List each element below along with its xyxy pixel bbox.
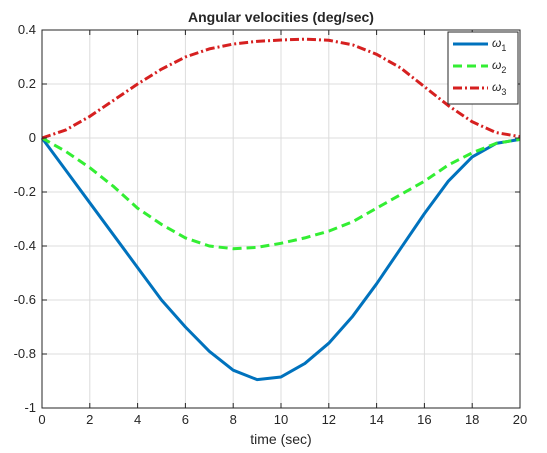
y-tick-label: -0.6	[14, 292, 36, 307]
y-tick-label: -0.4	[14, 238, 36, 253]
legend-label-subscript: 1	[501, 43, 506, 53]
y-tick-label: -1	[24, 400, 36, 415]
x-axis-label: time (sec)	[250, 431, 311, 447]
ticks-layer: 0 2 4 6 8 10 12 14 16 18 20-1-0.8-0.6-0.4-0.200.20…	[14, 22, 528, 427]
x-tick-label: 2	[86, 412, 93, 427]
y-tick-label: -0.2	[14, 184, 36, 199]
series-line-1	[40, 137, 521, 382]
series-line-3	[41, 37, 521, 140]
x-tick-label: 0	[38, 412, 45, 427]
legend-label-symbol: ω	[492, 58, 501, 72]
legend-label-symbol: ω	[492, 36, 501, 50]
legend-label-1: ω1	[492, 36, 506, 53]
x-tick-label: 6	[182, 412, 189, 427]
x-tick-label: 10	[274, 412, 288, 427]
x-tick-label: 14	[369, 412, 383, 427]
legend-label-2: ω2	[492, 58, 506, 75]
x-tick-label: 8	[230, 412, 237, 427]
x-tick-label: 4	[134, 412, 141, 427]
y-tick-label: 0.4	[18, 22, 36, 37]
y-tick-label: 0	[29, 130, 36, 145]
legend-label-symbol: ω	[492, 80, 501, 94]
legend-label-subscript: 3	[501, 87, 506, 97]
x-tick-label: 16	[417, 412, 431, 427]
series-layer	[40, 37, 521, 382]
y-tick-label: 0.2	[18, 76, 36, 91]
series-line-2	[41, 136, 521, 251]
x-tick-label: 12	[322, 412, 336, 427]
chart-title: Angular velocities (deg/sec)	[188, 9, 374, 25]
legend-label-subscript: 2	[501, 65, 506, 75]
y-tick-label: -0.8	[14, 346, 36, 361]
x-tick-label: 18	[465, 412, 479, 427]
x-tick-label: 20	[513, 412, 527, 427]
legend-label-3: ω3	[492, 80, 506, 97]
